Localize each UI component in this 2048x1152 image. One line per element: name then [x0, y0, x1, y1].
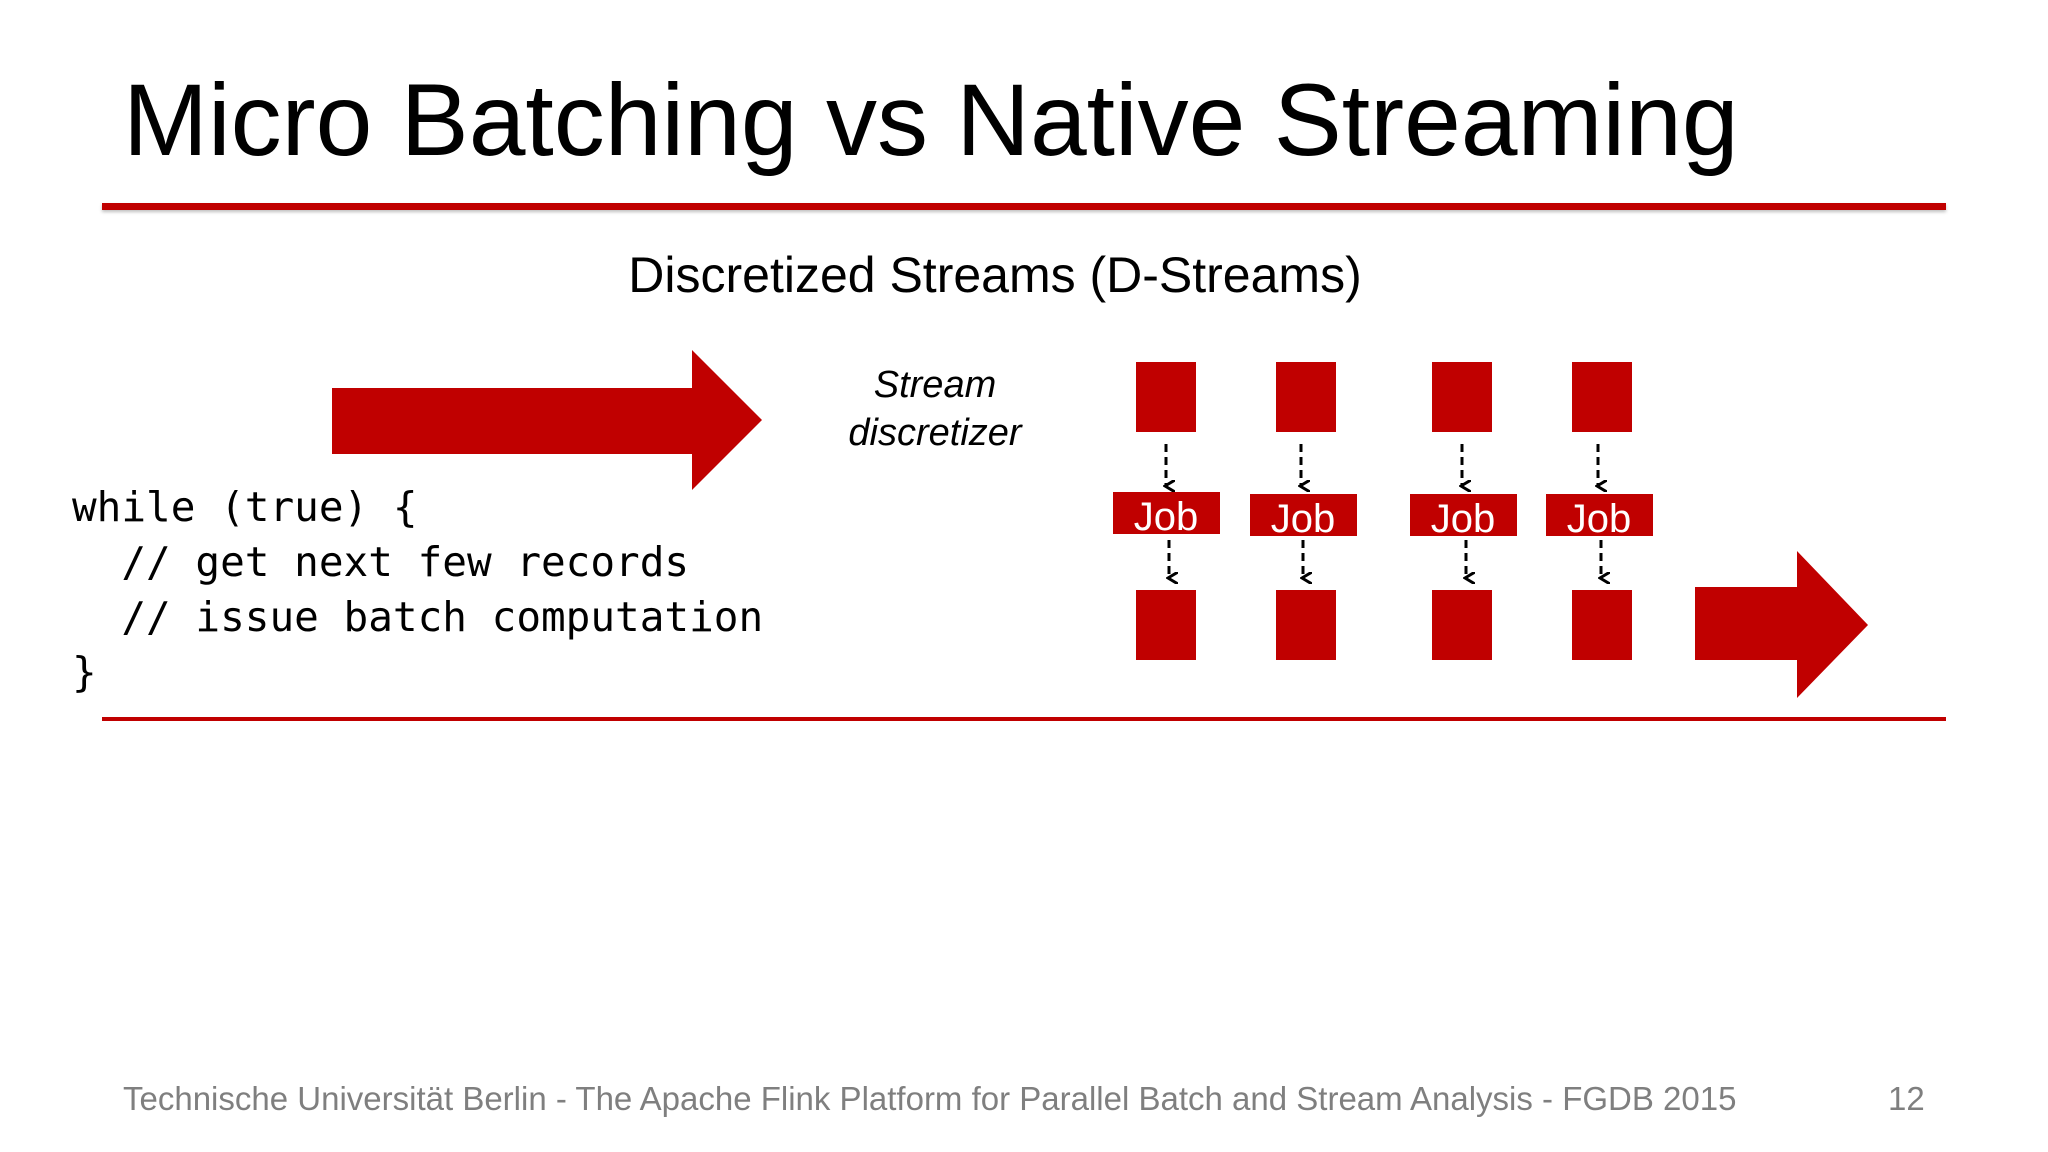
input-batch-1 [1136, 362, 1196, 432]
code-line: while (true) { [72, 483, 418, 531]
output-stream-arrow [1695, 551, 1868, 698]
job-box-1: Job [1113, 492, 1220, 539]
stream-discretizer-label: Stream discretizer [848, 364, 1022, 454]
job-label: Job [1134, 495, 1199, 539]
footer-text: Technische Universität Berlin - The Apac… [123, 1080, 1737, 1117]
code-block: while (true) { // get next few records /… [72, 480, 763, 700]
diagram-subtitle: Discretized Streams (D-Streams) [628, 247, 1362, 303]
title-divider [102, 203, 1946, 210]
output-batch-2 [1276, 590, 1336, 660]
content-divider [102, 717, 1946, 721]
job-label: Job [1271, 497, 1336, 541]
input-batch-3 [1432, 362, 1492, 432]
output-batch-3 [1432, 590, 1492, 660]
code-line: } [72, 648, 97, 696]
job-box-4: Job [1546, 494, 1653, 541]
code-line: // issue batch computation [72, 593, 764, 641]
input-batch-4 [1572, 362, 1632, 432]
input-batch-2 [1276, 362, 1336, 432]
code-line: // get next few records [72, 538, 690, 586]
output-batch-4 [1572, 590, 1632, 660]
page-number: 12 [1888, 1080, 1925, 1117]
job-box-3: Job [1410, 494, 1517, 541]
job-label: Job [1567, 497, 1632, 541]
input-stream-arrow [332, 350, 762, 490]
job-label: Job [1431, 497, 1496, 541]
slide-title: Micro Batching vs Native Streaming [123, 63, 1739, 177]
job-box-2: Job [1250, 494, 1357, 541]
output-batch-1 [1136, 590, 1196, 660]
